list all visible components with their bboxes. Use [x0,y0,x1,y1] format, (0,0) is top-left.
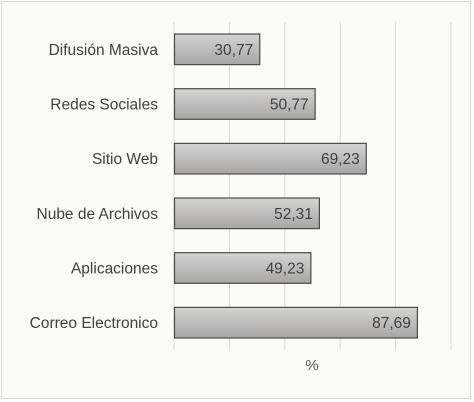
bar [173,88,316,120]
category-label: Nube de Archivos [37,206,159,223]
category-label: Aplicaciones [71,261,158,278]
value-label: 49,23 [266,261,305,278]
gridlines [173,22,452,350]
value-label: 52,31 [274,206,313,223]
value-label: 50,77 [270,97,309,114]
value-labels: 30,77 50,77 69,23 52,31 49,23 87,69 [214,42,410,332]
value-label: 87,69 [372,315,411,332]
category-label: Difusión Masiva [49,42,159,59]
category-labels: Difusión Masiva Redes Sociales Sitio Web Nu… [30,42,159,332]
value-label: 69,23 [321,151,360,168]
bars-group [173,33,419,339]
category-label: Redes Sociales [50,97,158,114]
bar [173,33,261,66]
bar [173,306,419,339]
bar [173,142,367,175]
bar [173,197,320,230]
x-axis-title: % [305,357,318,374]
bar [173,252,312,284]
category-label: Correo Electronico [30,315,158,332]
category-label: Sitio Web [92,151,158,168]
value-label: 30,77 [214,42,253,59]
